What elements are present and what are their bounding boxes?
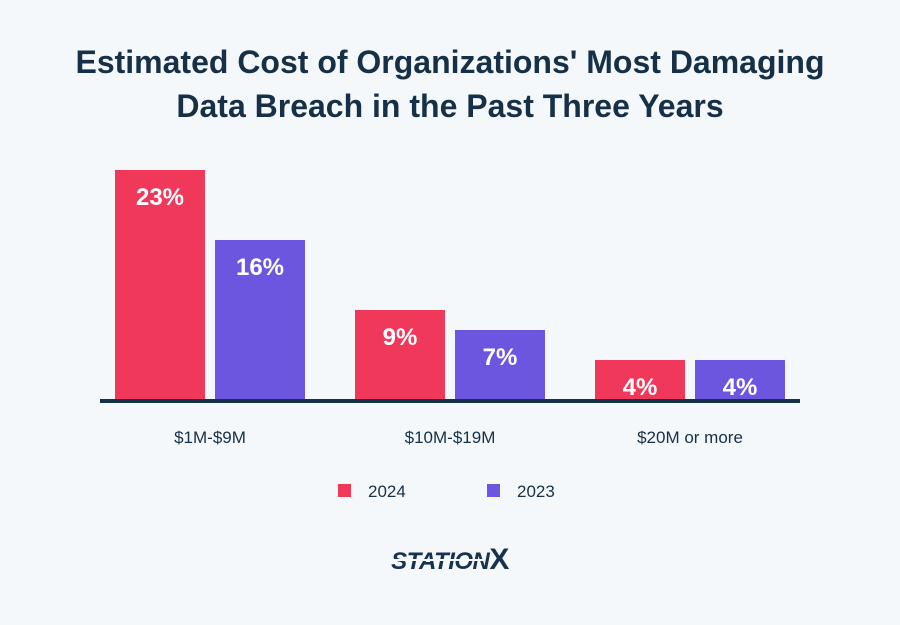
x-tick-label: $1M-$9M: [174, 428, 246, 447]
bar-value-label: 4%: [723, 374, 758, 401]
bar-value-label: 7%: [483, 344, 518, 371]
bar-value-label: 16%: [236, 254, 284, 281]
chart-title: Estimated Cost of Organizations' Most Da…: [0, 40, 900, 128]
bar-2023-0: [215, 240, 305, 400]
bar-2023-2: [695, 360, 785, 400]
legend-label-2024: 2024: [368, 482, 406, 501]
x-axis-line: [100, 399, 800, 403]
legend-swatch-2024: [338, 484, 351, 497]
logo-text: STATION: [391, 548, 490, 575]
chart-title-line-2: Data Breach in the Past Three Years: [176, 88, 724, 124]
legend-label-2023: 2023: [517, 482, 555, 501]
bar-2023-1: [455, 330, 545, 400]
chart-title-line-1: Estimated Cost of Organizations' Most Da…: [75, 44, 825, 80]
stationx-logo: STATIONX: [0, 545, 900, 577]
x-tick-label: $10M-$19M: [405, 428, 496, 447]
logo-accent: X: [489, 543, 509, 576]
bar-value-label: 23%: [136, 184, 184, 211]
bar-value-label: 9%: [383, 324, 418, 351]
bar-2024-1: [355, 310, 445, 400]
bar-2024-2: [595, 360, 685, 400]
bar-value-label: 4%: [623, 374, 658, 401]
x-tick-label: $20M or more: [637, 428, 743, 447]
bar-2024-0: [115, 170, 205, 400]
legend-swatch-2023: [487, 484, 500, 497]
